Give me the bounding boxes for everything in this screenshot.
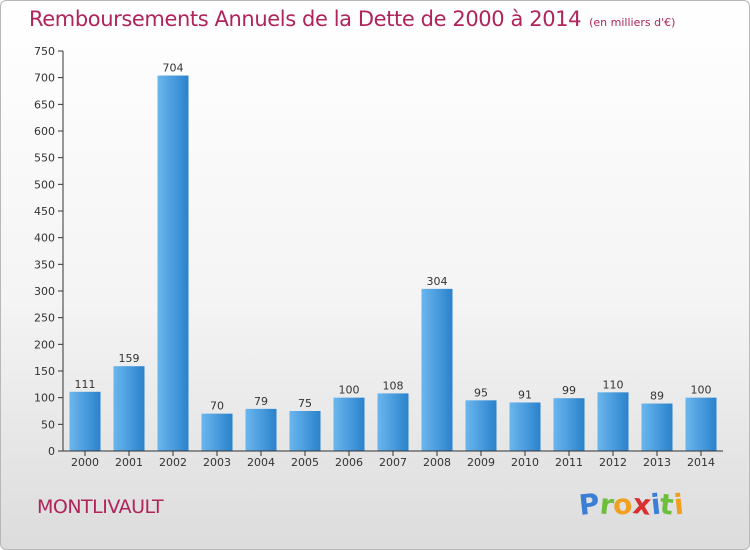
x-tick-label: 2011 [555, 456, 583, 469]
x-tick-label: 2000 [71, 456, 99, 469]
x-tick-label: 2007 [379, 456, 407, 469]
x-axis: 2000 2001 2002 2003 2004 2005 2006 2007 2008 2009… [63, 450, 723, 469]
y-tick-label: 0 [48, 445, 55, 458]
x-tick-label: 2008 [423, 456, 451, 469]
y-axis: 0 50 100 150 200 250 300 350 400 450 500 550 600 650 7… [34, 45, 64, 458]
bar [597, 392, 629, 451]
bar [465, 400, 497, 451]
bar [421, 288, 453, 451]
bar [113, 366, 145, 451]
bar-value-label: 70 [210, 400, 224, 413]
bar-value-label: 89 [650, 390, 664, 403]
bar [641, 403, 673, 451]
y-tick-label: 400 [34, 232, 55, 245]
x-tick-label: 2002 [159, 456, 187, 469]
x-tick-label: 2013 [643, 456, 671, 469]
title-line: Remboursements Annuels de la Dette de 20… [29, 7, 675, 31]
x-tick-label: 2001 [115, 456, 143, 469]
bar-value-label: 100 [339, 384, 360, 397]
bar [157, 75, 189, 452]
logo-letter: i [671, 487, 685, 522]
y-tick-label: 350 [34, 258, 55, 271]
x-tick-label: 2012 [599, 456, 627, 469]
proxiti-logo: Proxiti [577, 487, 685, 522]
bar [69, 391, 101, 451]
bar [333, 397, 365, 451]
bar-value-label: 79 [254, 395, 268, 408]
bar [553, 398, 585, 451]
bar [509, 402, 541, 451]
x-tick-label: 2005 [291, 456, 319, 469]
x-tick-label: 2006 [335, 456, 363, 469]
y-tick-label: 200 [34, 338, 55, 351]
bar-value-label: 100 [691, 384, 712, 397]
bar-value-label: 110 [603, 378, 624, 391]
x-tick-label: 2009 [467, 456, 495, 469]
bar [245, 408, 277, 451]
bar-value-label: 159 [119, 352, 140, 365]
bar-value-label: 99 [562, 384, 576, 397]
bar-value-label: 95 [474, 386, 488, 399]
y-tick-label: 700 [34, 72, 55, 85]
y-tick-label: 650 [34, 98, 55, 111]
y-tick-label: 250 [34, 312, 55, 325]
y-tick-label: 450 [34, 205, 55, 218]
y-tick-label: 150 [34, 365, 55, 378]
commune-name: MONTLIVAULT [37, 496, 164, 518]
chart-title: Remboursements Annuels de la Dette de 20… [29, 7, 582, 31]
y-tick-label: 50 [41, 418, 55, 431]
bar [289, 411, 321, 451]
y-tick-label: 300 [34, 285, 55, 298]
x-tick-label: 2004 [247, 456, 275, 469]
y-tick-label: 100 [34, 392, 55, 405]
bar-value-label: 304 [427, 275, 448, 288]
bar-value-label: 704 [163, 62, 184, 75]
x-tick-label: 2003 [203, 456, 231, 469]
bars: 111 159 704 70 79 75 100 108 304 95 91 99 110 89 100 [69, 62, 717, 452]
chart-subtitle: (en milliers d'€) [589, 16, 676, 29]
x-tick-label: 2014 [687, 456, 715, 469]
y-tick-label: 750 [34, 45, 55, 58]
y-tick-label: 500 [34, 178, 55, 191]
y-tick-label: 600 [34, 125, 55, 138]
bar [201, 413, 233, 451]
bar-value-label: 75 [298, 397, 312, 410]
bar [377, 393, 409, 451]
bar-value-label: 108 [383, 379, 404, 392]
bar [685, 397, 717, 451]
y-tick-label: 550 [34, 152, 55, 165]
x-tick-label: 2010 [511, 456, 539, 469]
bar-value-label: 111 [75, 378, 96, 391]
bar-value-label: 91 [518, 388, 532, 401]
